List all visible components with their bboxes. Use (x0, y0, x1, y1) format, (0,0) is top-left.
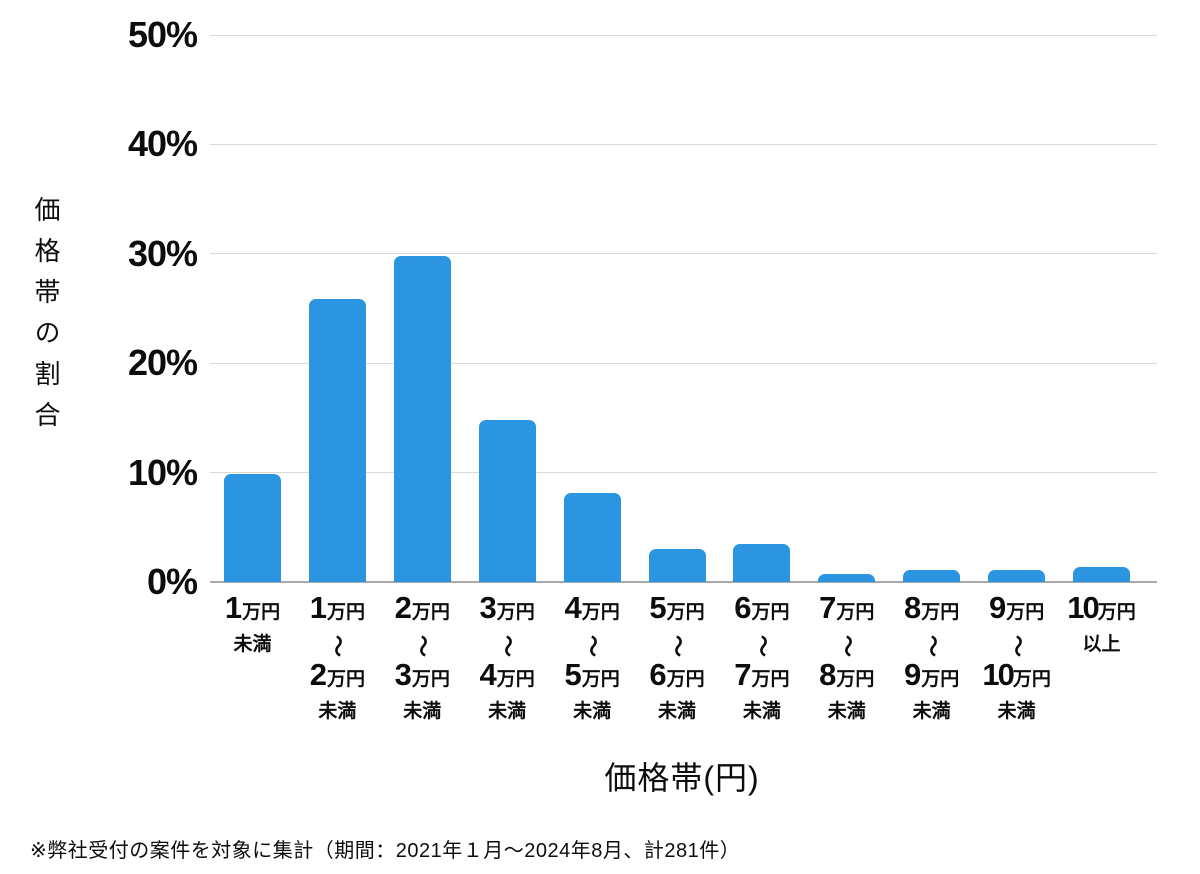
bar (478, 420, 536, 582)
gridline (210, 143, 1157, 145)
y-tick-label: 20% (127, 342, 198, 384)
x-tick-label: 3万円〜 4万円 未満 (479, 590, 535, 722)
bar (733, 543, 791, 582)
x-tick-label: 1万円 未満 (224, 590, 281, 655)
x-tick-label: 4万円〜 5万円 未満 (564, 590, 620, 722)
y-axis-title: 価格帯の割合 (31, 196, 61, 442)
y-tick-label: 30% (127, 232, 198, 274)
x-tick-label: 5万円〜 6万円 未満 (649, 590, 705, 722)
x-tick-label: 10万円 以上 (1067, 590, 1136, 655)
bar (818, 574, 876, 582)
bar (648, 549, 706, 582)
gridline (210, 472, 1157, 474)
x-tick-label: 8万円〜 9万円 未満 (904, 590, 960, 722)
x-axis-title: 価格帯(円) (604, 760, 760, 796)
x-tick-label: 2万円〜 3万円 未満 (394, 590, 450, 722)
x-axis-baseline (210, 581, 1157, 583)
bar (903, 569, 961, 582)
x-tick-label: 7万円〜 8万円 未満 (819, 590, 875, 722)
x-tick-label: 1万円〜 2万円 未満 (309, 590, 366, 722)
bar (224, 473, 281, 582)
gridline (210, 362, 1157, 364)
y-tick-label: 0% (146, 561, 198, 602)
bar (563, 493, 621, 582)
y-tick-label: 10% (127, 451, 198, 493)
gridline (210, 34, 1157, 36)
gridline (210, 253, 1157, 255)
bar (988, 569, 1046, 582)
bar (308, 298, 366, 582)
bar (1073, 566, 1130, 582)
y-tick-label: 50% (127, 14, 198, 55)
y-tick-label: 40% (127, 123, 198, 165)
bar (393, 255, 451, 582)
footnote: ※弊社受付の案件を対象に集計（期間：2021年１月～2024年8月、計281件） (30, 840, 741, 862)
x-tick-label: 6万円〜 7万円 未満 (734, 590, 790, 722)
x-tick-label: 9万円〜 10万円 未満 (982, 590, 1051, 722)
